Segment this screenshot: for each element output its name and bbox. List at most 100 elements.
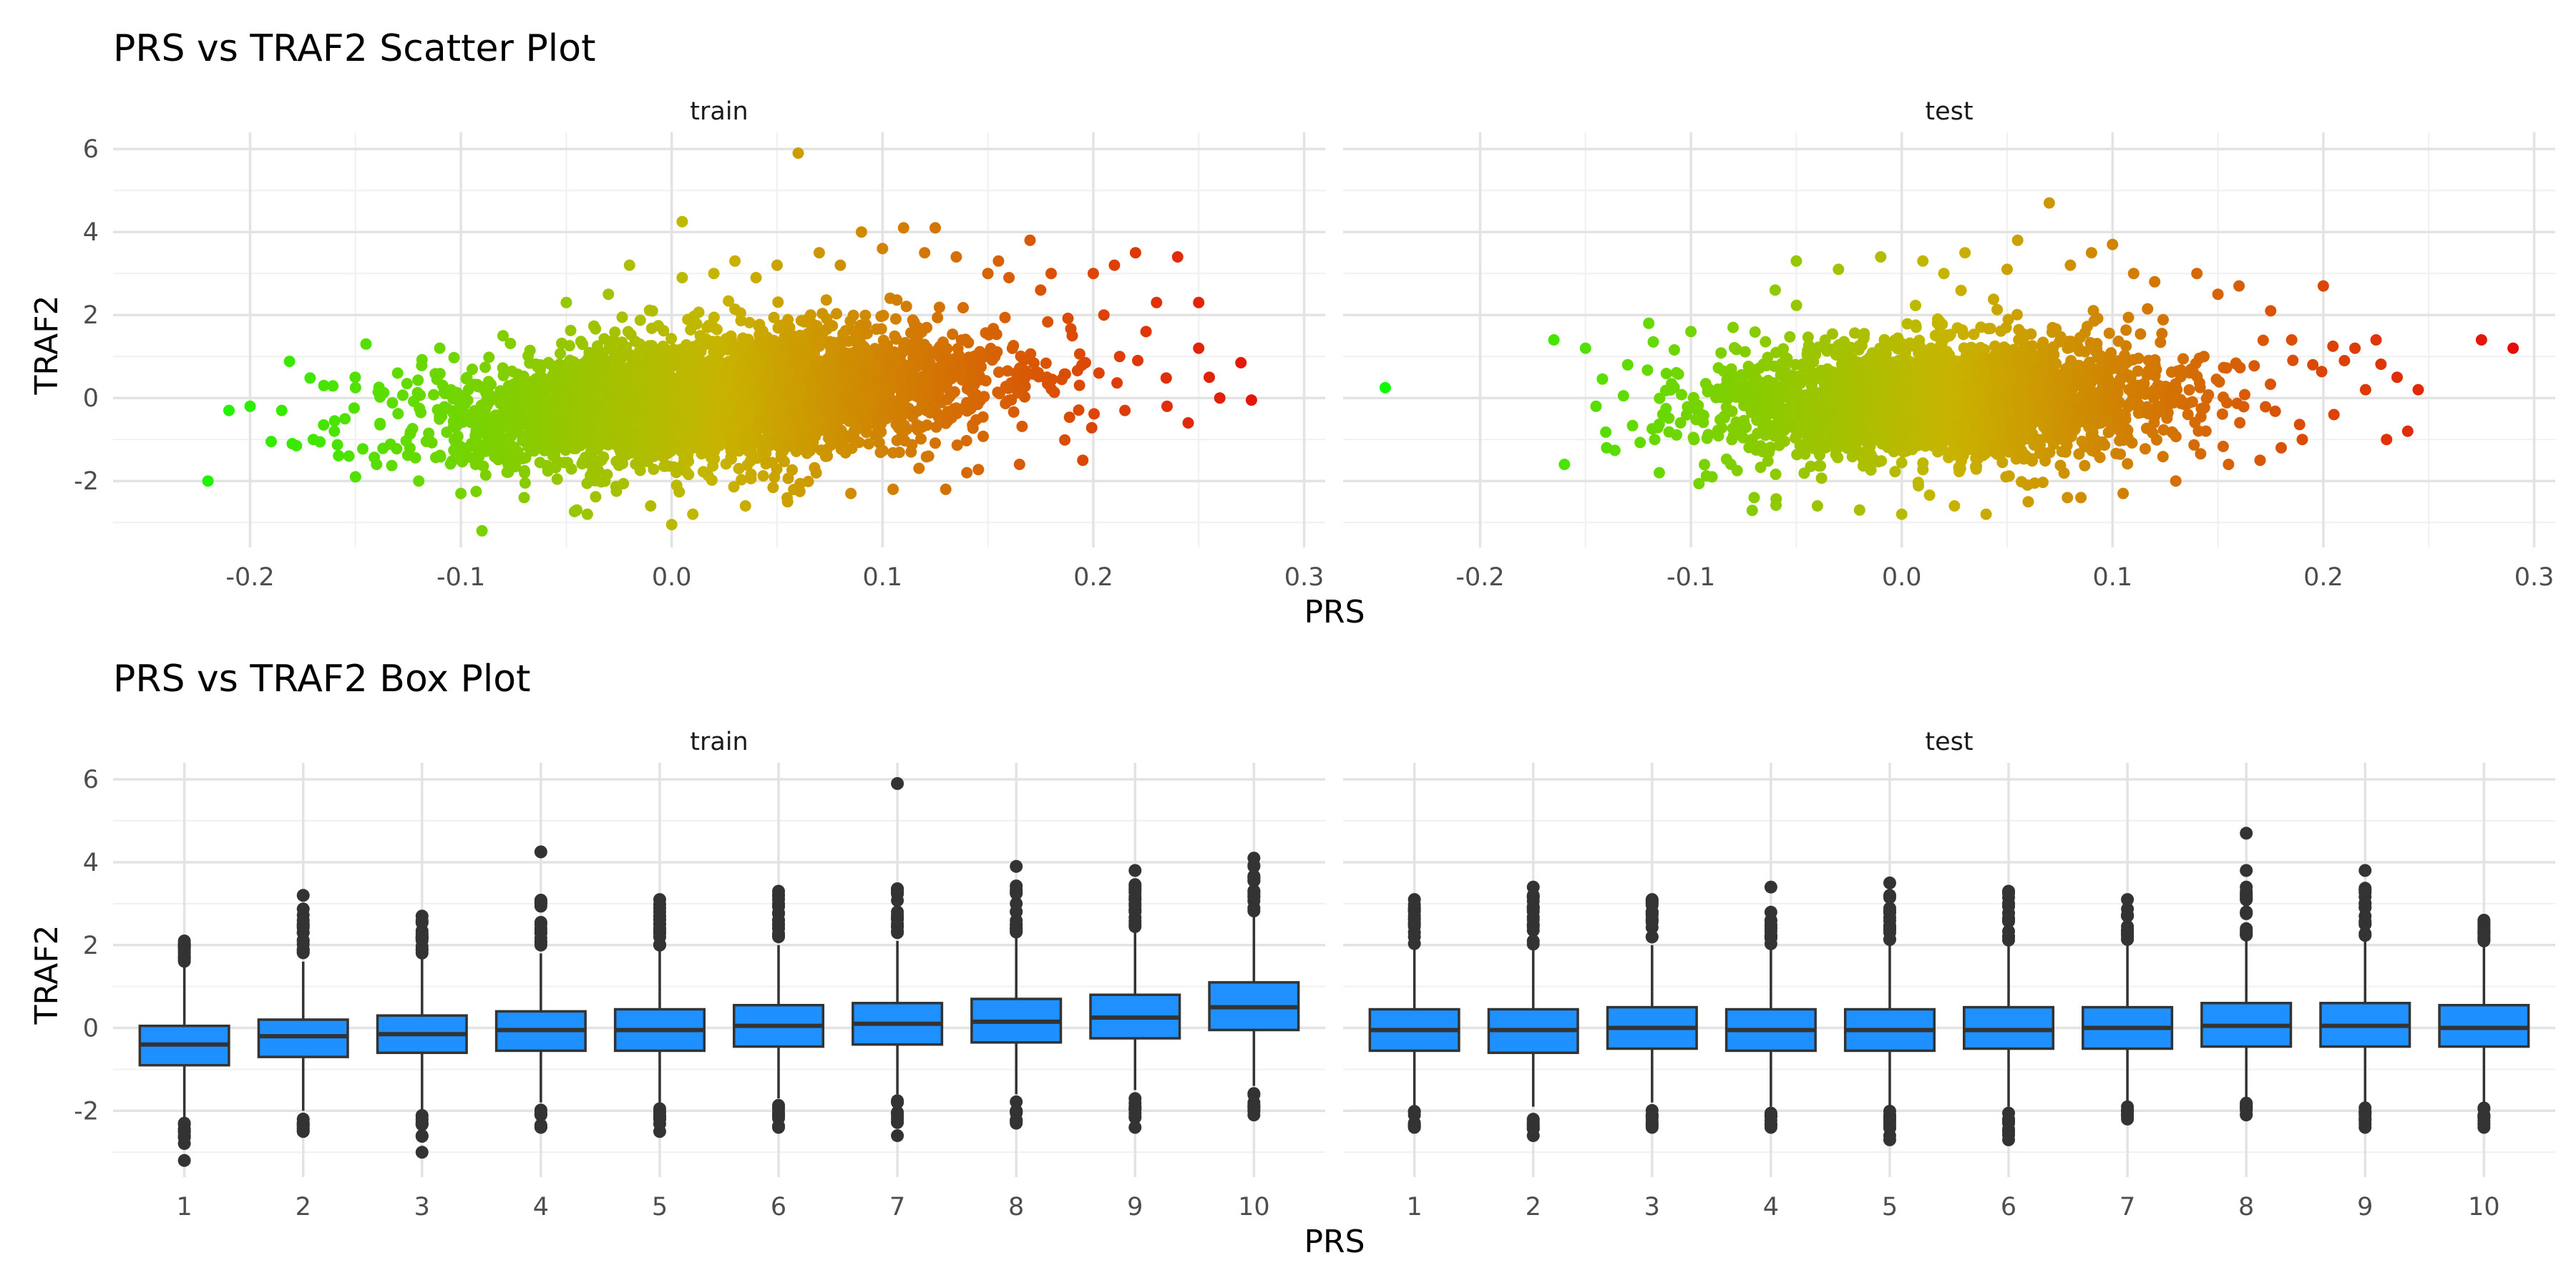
- scatter-point: [800, 314, 812, 326]
- scatter-point: [895, 389, 907, 401]
- scatter-point: [889, 407, 901, 419]
- scatter-point: [932, 364, 945, 376]
- scatter-point: [571, 504, 583, 516]
- scatter-point: [982, 268, 994, 280]
- scatter-point: [660, 358, 672, 371]
- scatter-point: [401, 449, 414, 462]
- scatter-point: [497, 369, 509, 381]
- scatter-point: [645, 322, 658, 334]
- scatter-point: [806, 407, 818, 419]
- scatter-point: [930, 421, 942, 433]
- scatter-point: [745, 472, 757, 484]
- scatter-point: [676, 272, 688, 283]
- scatter-point: [495, 411, 507, 424]
- scatter-point: [877, 243, 889, 255]
- scatter-point: [586, 372, 597, 384]
- scatter-point: [889, 330, 901, 342]
- scatter-point: [745, 396, 757, 409]
- scatter-point: [652, 394, 664, 406]
- scatter-point: [859, 309, 872, 321]
- scatter-point: [688, 341, 700, 353]
- scatter-point: [737, 411, 749, 423]
- scatter-y-tick-label: 2: [83, 301, 99, 330]
- scatter-point: [1182, 417, 1194, 429]
- scatter-point: [625, 328, 637, 341]
- scatter-point: [952, 348, 965, 361]
- scatter-point: [531, 361, 543, 373]
- scatter-point: [2011, 308, 2023, 321]
- scatter-facet-train: train: [690, 97, 748, 126]
- scatter-point: [505, 419, 517, 431]
- scatter-point: [736, 361, 748, 373]
- scatter-point: [530, 406, 542, 418]
- scatter-point: [449, 433, 462, 445]
- scatter-point: [1649, 434, 1661, 446]
- scatter-point: [860, 318, 872, 331]
- scatter-point: [522, 387, 535, 399]
- scatter-point: [371, 459, 383, 470]
- scatter-point: [870, 364, 882, 376]
- scatter-point: [603, 341, 615, 353]
- scatter-point: [787, 330, 799, 342]
- scatter-point: [553, 358, 565, 370]
- scatter-point: [705, 422, 717, 434]
- scatter-point: [820, 294, 832, 306]
- scatter-point: [836, 376, 848, 389]
- scatter-point: [615, 423, 627, 434]
- scatter-point: [275, 404, 288, 416]
- scatter-point: [651, 403, 663, 415]
- scatter-point: [542, 465, 554, 477]
- scatter-point: [775, 402, 787, 414]
- scatter-point: [900, 301, 912, 313]
- scatter-point: [668, 461, 680, 473]
- scatter-point: [1006, 342, 1018, 354]
- scatter-point: [348, 402, 360, 414]
- scatter-point: [570, 442, 582, 454]
- scatter-point: [665, 519, 678, 531]
- scatter-point: [825, 439, 837, 451]
- scatter-point: [535, 424, 547, 436]
- scatter-point: [643, 304, 655, 316]
- scatter-point: [731, 347, 743, 359]
- scatter-point: [733, 462, 745, 474]
- scatter-point: [544, 358, 555, 370]
- scatter-point: [519, 477, 531, 489]
- scatter-point: [504, 338, 517, 349]
- scatter-point: [756, 434, 769, 446]
- scatter-point: [1066, 330, 1078, 342]
- scatter-point: [757, 346, 769, 358]
- scatter-x-tick-label: -0.1: [436, 563, 485, 592]
- scatter-point: [487, 391, 499, 403]
- scatter-point: [945, 412, 957, 424]
- scatter-point: [588, 444, 600, 456]
- scatter-point: [551, 473, 563, 485]
- scatter-point: [670, 412, 682, 424]
- scatter-point: [374, 417, 386, 429]
- scatter-point: [1160, 372, 1172, 384]
- scatter-point: [357, 443, 369, 455]
- scatter-point: [663, 347, 675, 359]
- scatter-point: [806, 394, 818, 406]
- scatter-point: [782, 369, 794, 381]
- scatter-point: [933, 375, 945, 387]
- scatter-point: [461, 371, 473, 384]
- scatter-point: [772, 322, 784, 334]
- scatter-point: [489, 422, 502, 434]
- scatter-point: [1093, 367, 1105, 379]
- scatter-point: [697, 466, 709, 478]
- scatter-point: [2195, 403, 2207, 414]
- scatter-point: [415, 406, 427, 419]
- scatter-point: [2293, 419, 2306, 431]
- scatter-point: [762, 373, 774, 385]
- scatter-point: [861, 328, 873, 340]
- scatter-point: [736, 474, 748, 486]
- scatter-point: [1024, 234, 1036, 246]
- scatter-point: [884, 349, 897, 361]
- scatter-point: [1000, 398, 1012, 409]
- scatter-point: [1129, 247, 1141, 259]
- scatter-point: [933, 301, 945, 313]
- scatter-point: [601, 404, 613, 416]
- scatter-point: [915, 433, 927, 445]
- scatter-point: [589, 400, 601, 412]
